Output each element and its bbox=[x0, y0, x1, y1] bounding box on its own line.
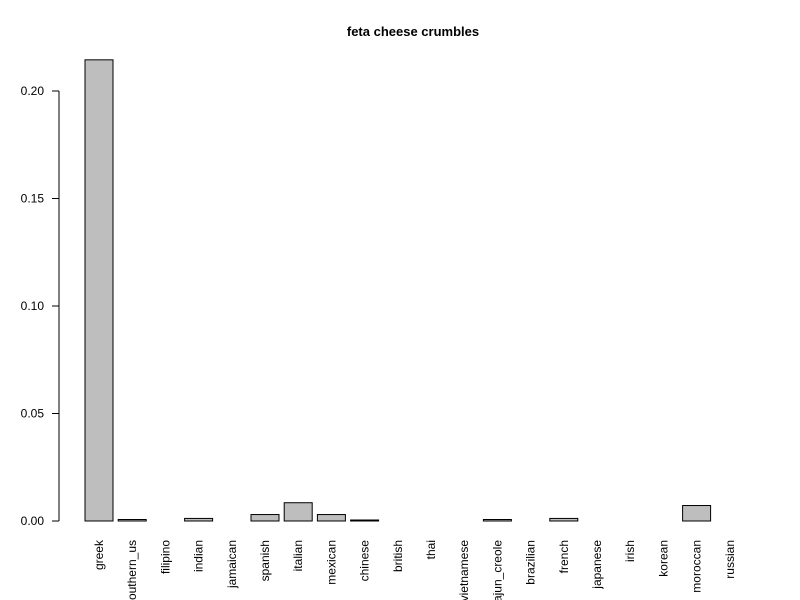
bar-indian bbox=[184, 517, 214, 522]
x-tick-label-italian: italian bbox=[291, 540, 305, 571]
x-tick-label-british: british bbox=[391, 540, 405, 572]
bar-mexican bbox=[316, 514, 346, 522]
x-tick-label-french: french bbox=[557, 540, 571, 573]
x-tick-label-japanese: japanese bbox=[590, 540, 604, 590]
x-tick-label-spanish: spanish bbox=[258, 540, 272, 581]
x-tick-label-moroccan: moroccan bbox=[690, 540, 704, 593]
y-tick-label: 0.05 bbox=[21, 407, 45, 421]
x-tick-label-indian: indian bbox=[192, 540, 206, 572]
y-tick-label: 0.00 bbox=[21, 514, 45, 528]
bar-spanish bbox=[250, 514, 280, 522]
chart-title: feta cheese crumbles bbox=[347, 24, 479, 39]
bar-french bbox=[549, 517, 579, 522]
x-tick-label-vietnamese: vietnamese bbox=[457, 540, 471, 600]
bar-greek bbox=[84, 59, 114, 522]
x-tick-label-jamaican: jamaican bbox=[225, 540, 239, 589]
x-tick-label-korean: korean bbox=[656, 540, 670, 577]
x-tick-label-russian: russian bbox=[723, 540, 737, 579]
bar-moroccan bbox=[682, 505, 712, 522]
y-tick-label: 0.20 bbox=[21, 84, 45, 98]
x-tick-label-cajun-creole: cajun_creole bbox=[490, 540, 504, 600]
bar-southern-us bbox=[117, 518, 147, 522]
y-axis: 0.00 0.05 0.10 0.15 0.20 bbox=[21, 84, 60, 528]
x-tick-label-chinese: chinese bbox=[358, 540, 372, 582]
x-axis-labels: greek southern_us filipino indian jamaican sp… bbox=[92, 539, 737, 600]
x-tick-label-brazilian: brazilian bbox=[524, 540, 538, 585]
bars bbox=[84, 59, 712, 522]
x-tick-label-thai: thai bbox=[424, 540, 438, 559]
y-tick-label: 0.10 bbox=[21, 299, 45, 313]
x-tick-label-filipino: filipino bbox=[158, 540, 172, 574]
bar-italian bbox=[283, 502, 313, 522]
x-tick-label-mexican: mexican bbox=[324, 540, 338, 585]
x-tick-label-irish: irish bbox=[623, 540, 637, 562]
x-tick-label-southern-us: southern_us bbox=[125, 540, 139, 600]
bar-chinese bbox=[350, 519, 380, 522]
x-tick-label-greek: greek bbox=[92, 539, 106, 570]
bar-cajun-creole bbox=[482, 518, 512, 522]
y-tick-label: 0.15 bbox=[21, 192, 45, 206]
